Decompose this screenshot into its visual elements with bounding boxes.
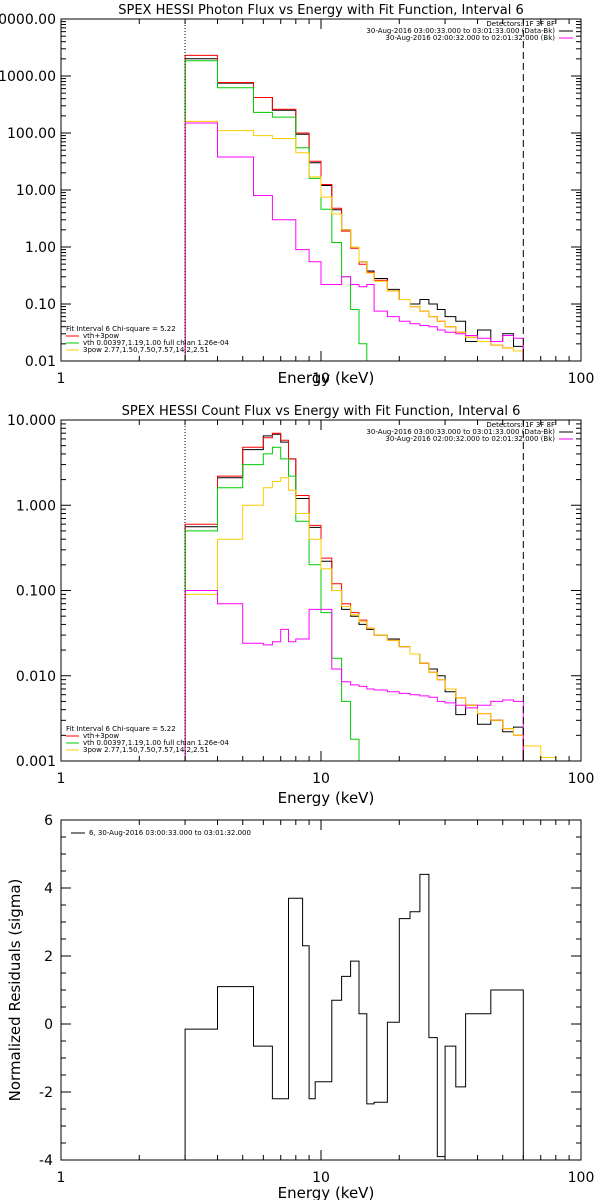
y-tick-label: 100.00 <box>7 126 56 142</box>
series-line-vth <box>184 446 360 761</box>
y-tick-label: 0.10 <box>25 297 56 313</box>
legend-text: 30-Aug-2016 02:00:32.000 to 02:01:32.000… <box>385 435 555 443</box>
series-line-residuals <box>184 873 524 1160</box>
chart-panel-1: 1 10 100 0.01 0.10 1.00 10.00 100.00 1000.00 0000… <box>0 3 595 387</box>
x-tick-label: 100 <box>568 371 595 387</box>
legend-text: vth 0.00397,1.19,1.00 full chian 1.26e-0… <box>83 739 229 747</box>
y-tick-label: -2 <box>39 1085 53 1101</box>
chart-title: SPEX HESSI Count Flux vs Energy with Fit… <box>122 404 521 419</box>
x-axis-label: Energy (keV) <box>278 789 375 807</box>
y-tick-label: 10.000 <box>7 413 56 429</box>
legend-text: 3pow 2.77,1.50,7.50,7.57,14.2,2.51 <box>83 346 209 354</box>
x-tick-label: 1 <box>57 771 66 787</box>
legend-text: Detectors: 1F 3F 8F <box>486 20 555 28</box>
series-line-data-bk <box>184 433 524 761</box>
series-line-vth <box>184 60 368 361</box>
legend-text: 30-Aug-2016 02:00:32.000 to 02:01:32.000… <box>385 34 555 42</box>
plot-area <box>184 19 524 361</box>
y-tick-label: 0.001 <box>16 754 56 770</box>
legend-text: vth 0.00397,1.19,1.00 full chian 1.26e-0… <box>83 339 229 347</box>
x-tick-label: 1 <box>57 371 66 387</box>
y-axis-label: Normalized Residuals (sigma) <box>6 879 24 1102</box>
x-tick-label: 10 <box>312 771 330 787</box>
series-line-vth-3pow <box>184 432 524 761</box>
legend-text: 30-Aug-2016 03:00:33.000 to 03:01:33.000… <box>366 27 555 35</box>
legend-text: vth+3pow <box>83 732 119 740</box>
legend-text: Detectors: 1F 3F 8F <box>486 421 555 429</box>
chart-panel-2: 1 10 100 0.001 0.010 0.100 1.000 10.000 SPEX HES… <box>7 404 595 807</box>
plot-area <box>184 873 524 1160</box>
legend-text: 3pow 2.77,1.50,7.50,7.57,14.2,2.51 <box>83 746 209 754</box>
chart-title: SPEX HESSI Photon Flux vs Energy with Fi… <box>118 3 524 18</box>
x-axis-label: Energy (keV) <box>278 1184 375 1200</box>
x-tick-label: 100 <box>568 771 595 787</box>
legend-text: 6, 30-Aug-2016 03:00:33.000 to 03:01:32.… <box>89 829 251 837</box>
series-line-data-bk <box>184 58 524 361</box>
y-tick-label: -4 <box>39 1153 53 1169</box>
x-tick-label: 1 <box>57 1170 66 1186</box>
y-tick-label: 0.010 <box>16 669 56 685</box>
series-line-bk <box>184 122 524 361</box>
series-line-vth-3pow <box>184 54 524 361</box>
y-tick-label: 1.000 <box>16 498 56 514</box>
chart-panel-3: 1 10 100 -4 -2 0 2 4 6 Energy (keV) Normalized Res… <box>6 813 594 1200</box>
legend-text: Fit Interval 6 Chi-square = 5.22 <box>66 325 176 333</box>
series-line-3pow <box>184 477 557 761</box>
y-tick-label: 0 <box>44 1017 53 1033</box>
y-tick-label: 0.100 <box>16 584 56 600</box>
y-tick-label: 2 <box>44 949 53 965</box>
x-tick-label: 100 <box>568 1170 595 1186</box>
plot-area <box>184 420 557 761</box>
y-tick-label: 1000.00 <box>0 69 56 85</box>
legend-text: vth+3pow <box>83 332 119 340</box>
y-tick-label: 0.01 <box>25 354 56 370</box>
y-tick-label: 4 <box>44 881 53 897</box>
y-tick-label: 10.00 <box>16 183 56 199</box>
x-tick-label: 10 <box>312 371 330 387</box>
y-tick-label: 1.00 <box>25 240 56 256</box>
y-tick-label: 0000.00 <box>0 12 56 28</box>
x-axis-label: Energy (keV) <box>278 369 375 387</box>
y-tick-label: 6 <box>44 813 53 829</box>
legend-text: 30-Aug-2016 03:00:33.000 to 03:01:33.000… <box>366 428 555 436</box>
x-tick-label: 10 <box>312 1170 330 1186</box>
series-line-3pow <box>184 120 524 361</box>
legend-text: Fit Interval 6 Chi-square = 5.22 <box>66 725 176 733</box>
series-line-bk <box>184 590 524 761</box>
